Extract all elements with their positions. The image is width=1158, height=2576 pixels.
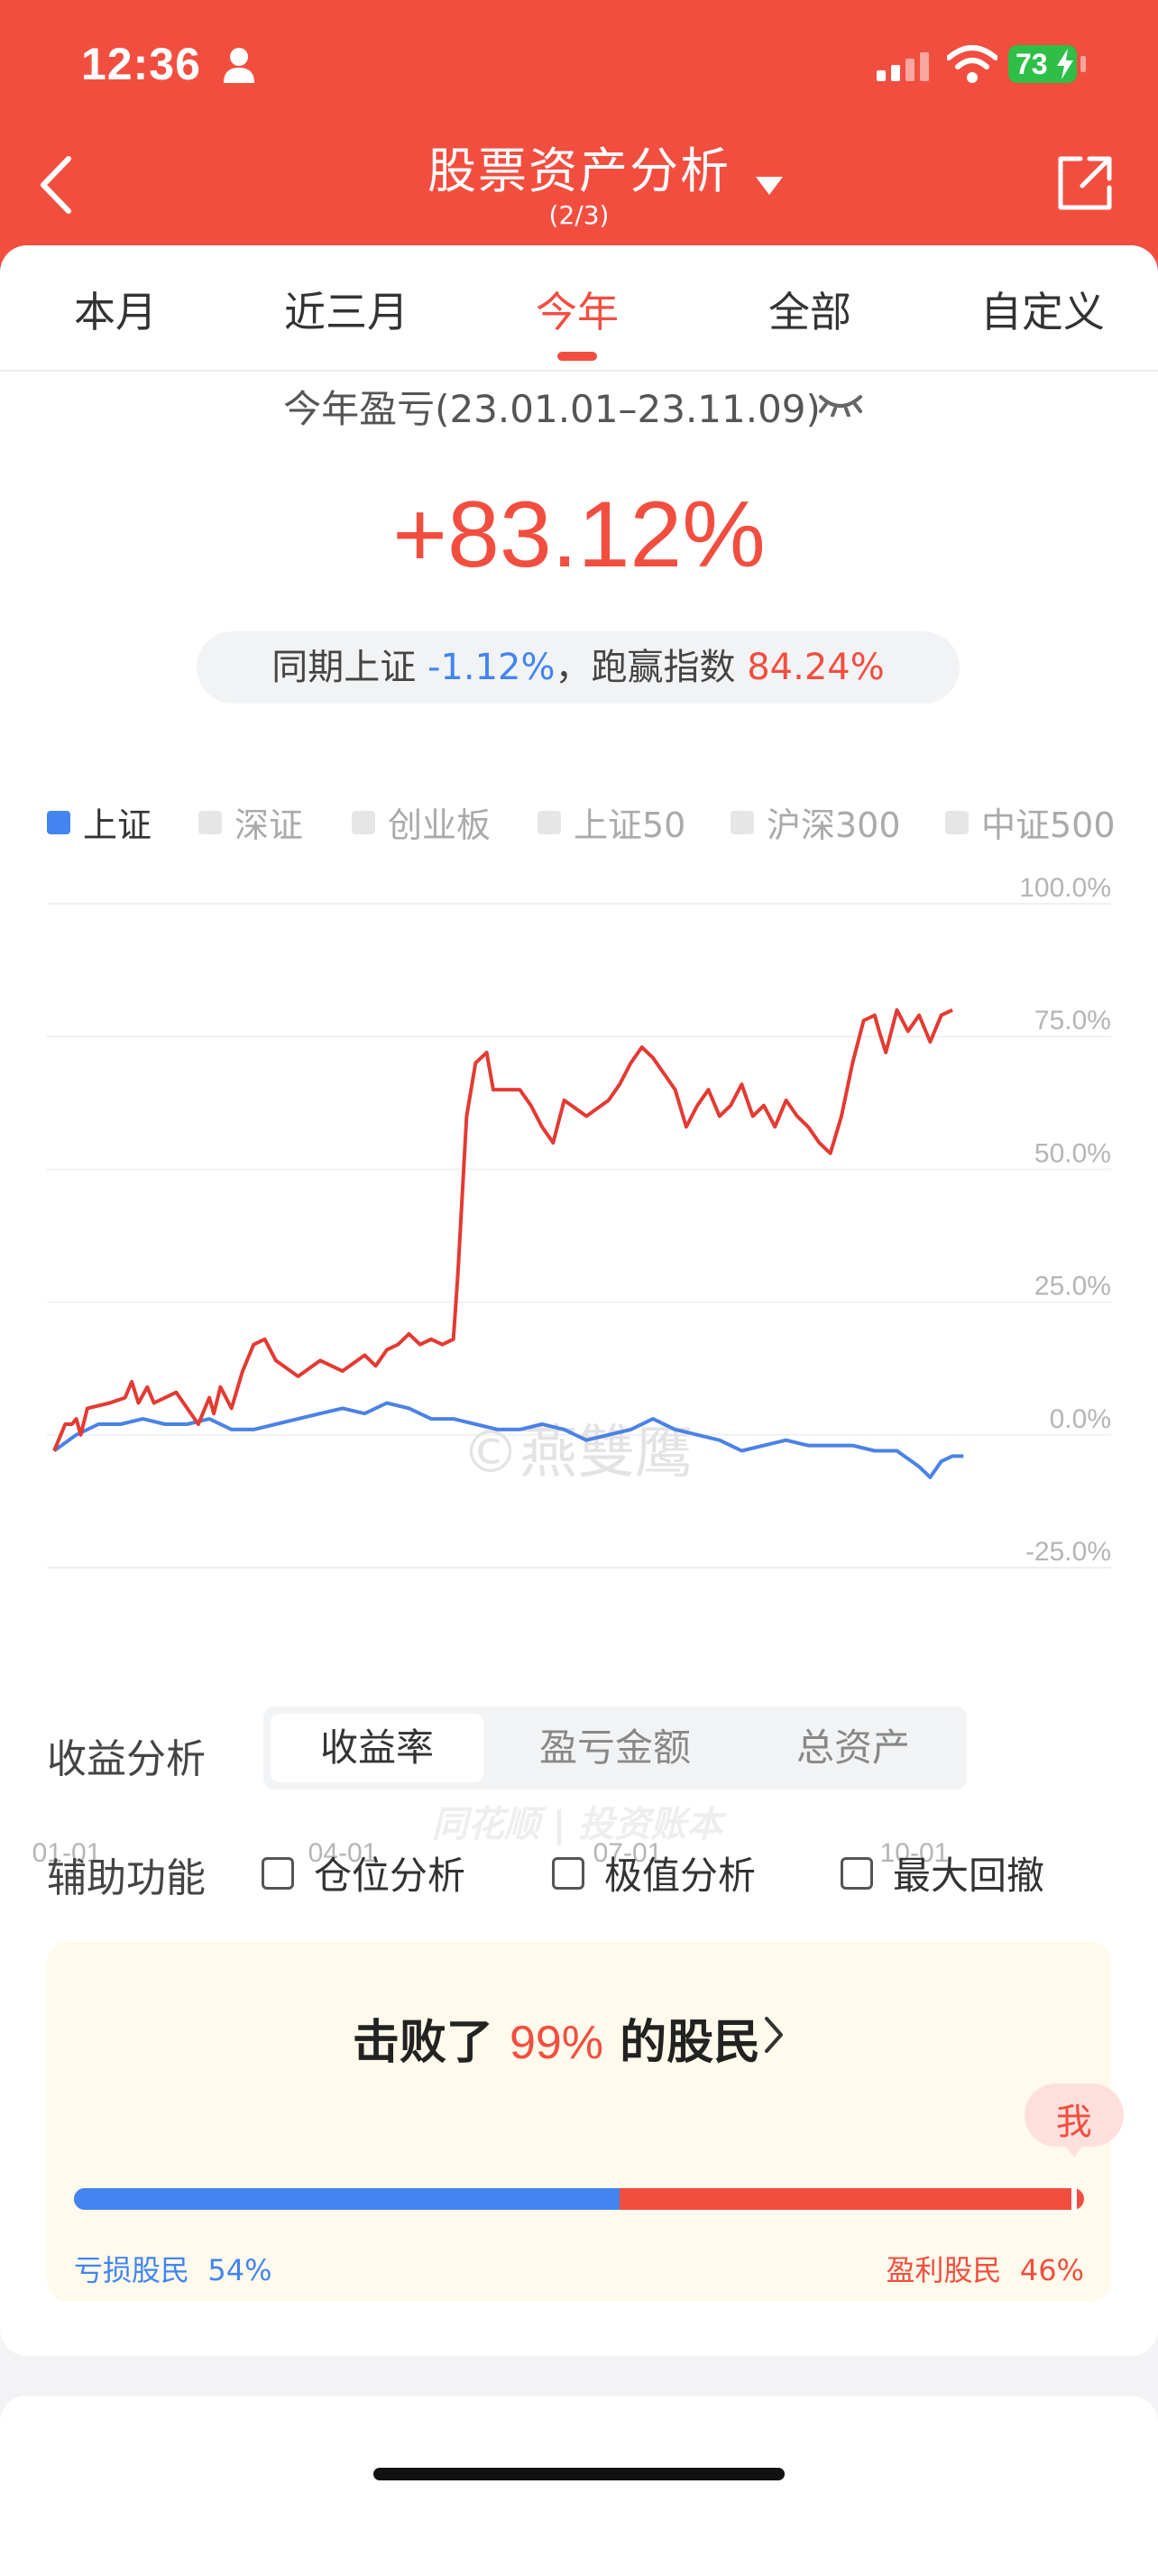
legend-swatch [352, 810, 375, 834]
extreme-analysis-checkbox[interactable]: 极值分析 [552, 1845, 756, 1900]
y-tick-label: 75.0% [1034, 1006, 1111, 1035]
page-title[interactable]: 股票资产分析 [427, 143, 731, 199]
y-tick-label: -25.0% [1025, 1537, 1111, 1567]
legend-chinext[interactable]: 创业板 [352, 797, 491, 847]
x-tick-label: 07-01 [593, 1838, 663, 1868]
legend-csi500[interactable]: 中证500 [945, 797, 1116, 847]
share-icon[interactable] [1057, 155, 1113, 211]
index-comparison: 同期上证 -1.12%，跑赢指数 84.24% [197, 631, 960, 704]
tab-custom[interactable]: 自定义 [980, 288, 1105, 336]
tab-all[interactable]: 全部 [768, 288, 851, 336]
charging-bolt-icon [1057, 49, 1073, 79]
battery-tip [1080, 56, 1086, 72]
eye-closed-icon[interactable] [817, 391, 864, 417]
legend-swatch [198, 810, 222, 834]
checkbox-icon [552, 1856, 584, 1890]
back-arrow-icon[interactable] [36, 153, 76, 216]
home-indicator[interactable] [373, 2468, 785, 2480]
legend-csi300[interactable]: 沪深300 [731, 797, 901, 847]
loss-portion [74, 2188, 620, 2210]
me-bubble: 我 [1024, 2084, 1124, 2157]
beat-investors-card[interactable]: 击败了 99% 的股民 我 亏损股民 54% 盈利股民 46% [47, 1941, 1124, 2302]
y-axis-ticks: 100.0% 75.0% 50.0% 25.0% 0.0% -25.0% [1019, 877, 1111, 1567]
compare-prefix: 同期上证 [271, 647, 417, 688]
beat-title[interactable]: 击败了 99% 的股民 [352, 2016, 761, 2070]
y-tick-label: 0.0% [1050, 1404, 1111, 1434]
tab-this-month[interactable]: 本月 [74, 288, 157, 336]
series-line-return [52, 1007, 953, 1452]
checkbox-icon [262, 1856, 294, 1890]
signal-icon [877, 52, 929, 81]
legend-szse[interactable]: 深证 [198, 797, 303, 847]
status-time: 12:36 [81, 39, 201, 89]
compare-mid: ，跑赢指数 [555, 647, 736, 688]
year-return-pct: +83.12% [392, 483, 766, 587]
analysis-segmented-control: 收益率 盈亏金额 总资产 [263, 1707, 967, 1789]
legend-swatch [538, 810, 561, 834]
analysis-label: 收益分析 [47, 1736, 206, 1782]
return-chart[interactable]: ©燕雙鹰 同花顺 | 投资账本 100.0%75.0%50.0%25.0%0.0… [0, 877, 1158, 1896]
segment-return-rate[interactable]: 收益率 [271, 1714, 483, 1782]
me-label: 我 [1055, 2102, 1092, 2143]
active-tab-indicator [557, 352, 597, 361]
legend-swatch [47, 810, 70, 834]
chevron-right-icon[interactable] [763, 2015, 785, 2055]
index-return: -1.12% [427, 647, 556, 688]
legend-swatch [731, 810, 754, 834]
checkbox-icon [841, 1856, 873, 1890]
x-tick-label: 10-01 [880, 1838, 950, 1868]
tab-this-year[interactable]: 今年 [536, 288, 619, 336]
next-card [0, 2396, 1158, 2576]
max-drawdown-checkbox[interactable]: 最大回撤 [841, 1845, 1044, 1900]
wifi-icon [947, 45, 997, 83]
series-line-index [52, 1401, 964, 1479]
aux-label: 辅助功能 [47, 1855, 206, 1901]
bubble-shape [1024, 2084, 1124, 2157]
investor-distribution-bar [74, 2188, 1084, 2210]
person-icon [224, 48, 254, 83]
beat-pct: 99% [509, 2017, 604, 2069]
analysis-card: 本月 近三月 今年 全部 自定义 今年盈亏(23.01.01–23.11.09)… [0, 245, 1158, 2356]
period-label: 今年盈亏(23.01.01–23.11.09) [283, 387, 821, 431]
app-header: 12:36 73 股票资产分析 (2/3) [0, 0, 1158, 271]
outperform-pct: 84.24% [747, 647, 885, 688]
index-legend: 上证 深证 创业板 上证50 沪深300 中证500 [0, 797, 1158, 851]
y-tick-label: 100.0% [1019, 877, 1111, 903]
loss-investors: 亏损股民 54% [74, 2253, 272, 2287]
segment-pnl-amount[interactable]: 盈亏金额 [538, 1725, 691, 1770]
brand-watermark: 同花顺 | 投资账本 [432, 1804, 727, 1846]
period-tabs: 本月 近三月 今年 全部 自定义 [0, 245, 1158, 372]
legend-sse50[interactable]: 上证50 [538, 797, 685, 847]
y-tick-label: 25.0% [1034, 1272, 1111, 1302]
profit-investors: 盈利股民 46% [886, 2253, 1084, 2287]
tab-last-three-months[interactable]: 近三月 [284, 288, 409, 336]
y-tick-label: 50.0% [1034, 1138, 1111, 1168]
caret-down-icon[interactable] [756, 177, 783, 197]
x-tick-label: 04-01 [308, 1838, 378, 1868]
x-tick-label: 01-01 [32, 1838, 102, 1868]
x-axis-ticks: 01-01 04-01 07-01 10-01 [32, 1838, 950, 1868]
position-analysis-checkbox[interactable]: 仓位分析 [262, 1845, 465, 1900]
legend-sse[interactable]: 上证 [47, 797, 152, 847]
segment-total-assets[interactable]: 总资产 [795, 1725, 910, 1770]
me-marker [1071, 2185, 1077, 2213]
legend-swatch [945, 810, 969, 834]
page-counter: (2/3) [548, 200, 610, 230]
